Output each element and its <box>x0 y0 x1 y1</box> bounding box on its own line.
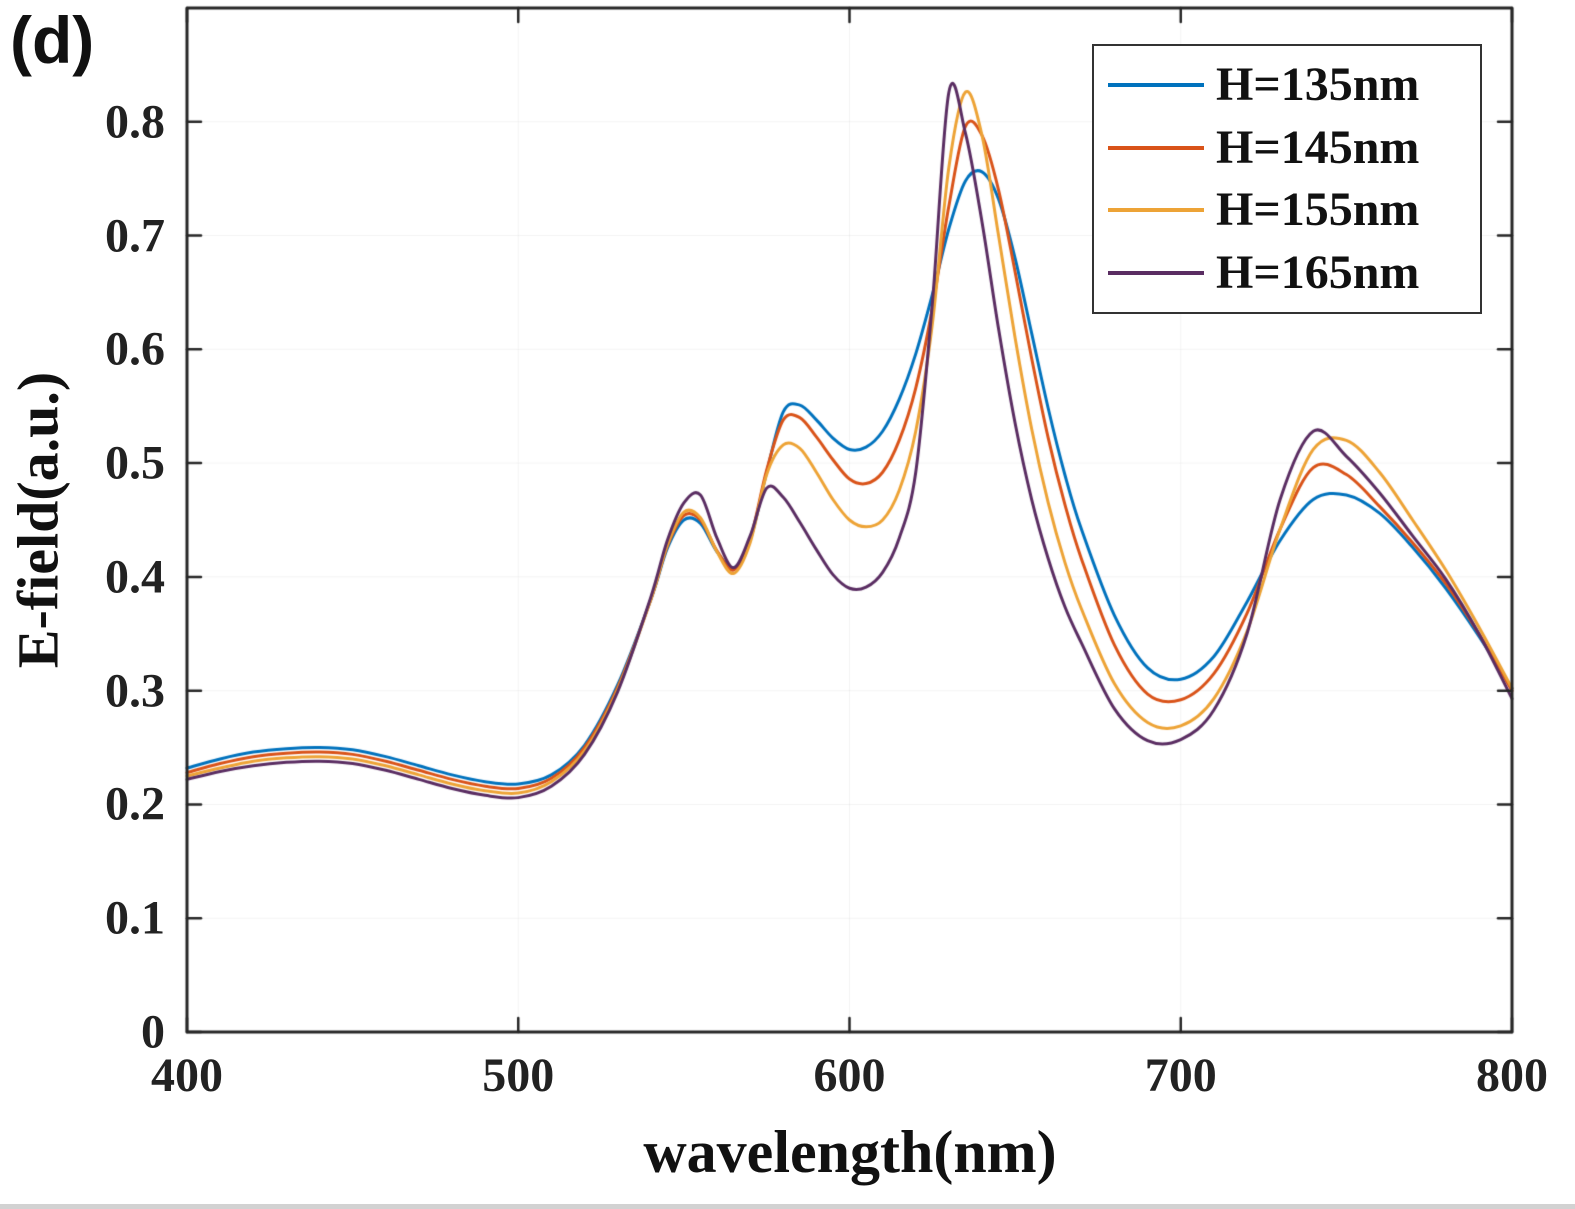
legend-label: H=155nm <box>1216 183 1420 237</box>
legend-item: H=135nm <box>1094 61 1480 109</box>
y-tick-label: 0.8 <box>105 95 165 149</box>
legend-item: H=145nm <box>1094 120 1480 174</box>
x-axis-label: wavelength(nm) <box>643 1119 1057 1185</box>
x-tick-label: 400 <box>151 1049 223 1102</box>
x-tick-label: 700 <box>1144 1049 1217 1102</box>
x-tick-label: 600 <box>813 1049 886 1102</box>
legend-line-sample <box>1108 145 1204 150</box>
y-tick-label: 0.2 <box>105 777 165 831</box>
y-tick-label: 0.4 <box>105 550 165 604</box>
figure-bottom-border <box>0 1204 1575 1209</box>
legend-line-sample <box>1108 270 1204 275</box>
y-tick-label: 0.3 <box>105 664 165 718</box>
legend-line-sample <box>1108 208 1204 213</box>
y-tick-label: 0.6 <box>105 322 165 376</box>
legend-item: H=155nm <box>1094 186 1480 234</box>
legend-item: H=165nm <box>1094 245 1480 299</box>
legend-line-sample <box>1108 83 1204 88</box>
y-tick-label: 0.7 <box>105 209 165 263</box>
legend-label: H=165nm <box>1216 245 1420 299</box>
x-tick-label: 800 <box>1476 1049 1548 1102</box>
y-axis-label: E-field(a.u.) <box>5 371 71 669</box>
legend-label: H=145nm <box>1216 120 1420 174</box>
x-tick-label: 500 <box>482 1049 555 1102</box>
legend-label: H=135nm <box>1216 58 1420 112</box>
y-tick-label: 0 <box>141 1005 165 1059</box>
legend: H=135nm H=145nm H=155nm H=165nm <box>1092 44 1482 314</box>
panel-label: (d) <box>10 3 95 77</box>
y-tick-label: 0.1 <box>105 891 165 945</box>
y-tick-label: 0.5 <box>105 436 165 490</box>
